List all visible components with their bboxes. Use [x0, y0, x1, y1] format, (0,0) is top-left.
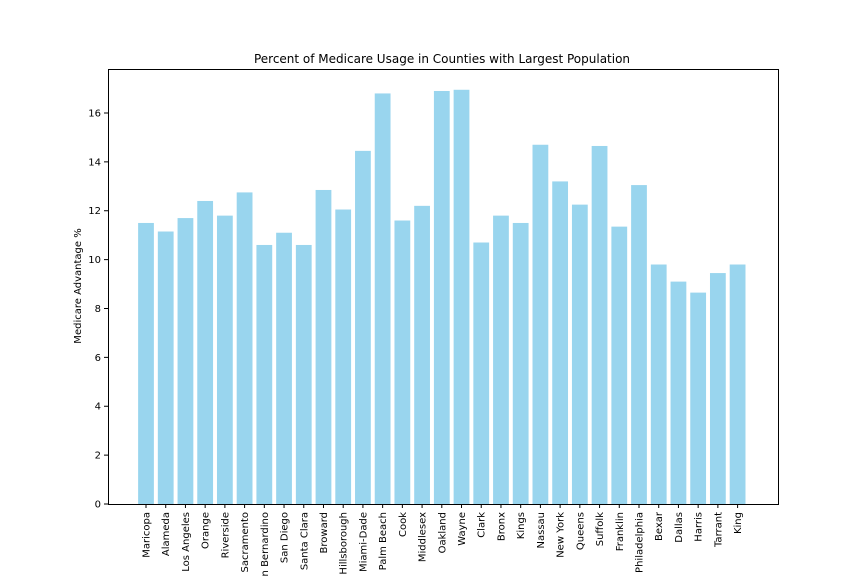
y-axis-label: Medicare Advantage %: [73, 228, 84, 343]
x-tick-label: Miami-Dade: [358, 512, 369, 572]
bar-suffolk: [591, 145, 608, 505]
bar-orange: [197, 200, 214, 504]
x-tick-label: Hillsborough: [339, 512, 350, 575]
bar-dallas: [670, 281, 687, 504]
y-tick-label: 6: [95, 353, 101, 364]
x-tick-label: Suffolk: [595, 512, 606, 546]
x-tick-label: Bronx: [496, 512, 507, 541]
bar-riverside: [216, 215, 233, 504]
x-tick-label: King: [733, 512, 744, 534]
x-tick-label: Queens: [575, 512, 586, 550]
bar-new-york: [552, 181, 569, 505]
chart-title: Percent of Medicare Usage in Counties wi…: [254, 52, 630, 66]
y-tick-label: 10: [88, 255, 101, 266]
bar-kings: [512, 222, 529, 504]
bar-hillsborough: [335, 209, 352, 504]
x-tick-label: Franklin: [615, 512, 626, 551]
x-tick-label: Cook: [398, 512, 409, 537]
bar-sacramento: [236, 192, 253, 504]
x-tick-label: Los Angeles: [181, 512, 192, 572]
bar-queens: [571, 204, 588, 504]
x-tick-label: New York: [556, 512, 567, 558]
plot-frame: [108, 69, 779, 505]
y-tick-label: 8: [95, 304, 101, 315]
x-tick-label: Harris: [694, 512, 705, 542]
x-tick-label: Clark: [477, 512, 488, 538]
bar-tarrant: [709, 273, 726, 504]
x-tick-label: Kings: [516, 512, 527, 539]
x-tick-label: Riverside: [220, 512, 231, 558]
bar-alameda: [157, 231, 174, 504]
x-tick-label: Wayne: [457, 512, 468, 546]
bar-bexar: [650, 264, 667, 504]
x-tick-label: Nassau: [536, 512, 547, 549]
y-tick-label: 2: [95, 451, 101, 462]
bar-broward: [315, 189, 332, 504]
bar-oakland: [433, 90, 450, 505]
bar-cook: [394, 220, 411, 504]
x-tick-label: Bexar: [654, 511, 665, 541]
bar-santa-clara: [295, 244, 312, 504]
x-tick-label: San Diego: [280, 512, 291, 563]
x-tick-label: Tarrant: [713, 512, 724, 548]
bar-miami-dade: [355, 150, 371, 504]
bar-king: [729, 264, 746, 504]
x-tick-label: Dallas: [674, 512, 685, 543]
x-tick-label: Santa Clara: [299, 512, 310, 570]
bar-clark: [473, 242, 490, 504]
bar-los-angeles: [177, 218, 194, 504]
bar-san-diego: [276, 232, 292, 505]
y-tick-label: 0: [95, 500, 101, 511]
x-tick-label: Middlesex: [418, 512, 429, 562]
y-tick-label: 12: [88, 206, 101, 217]
x-tick-label: Broward: [319, 512, 330, 553]
x-tick-label: Alameda: [161, 512, 172, 556]
bars-group: [138, 89, 746, 505]
bar-philadelphia: [631, 185, 647, 504]
x-tick-label: Orange: [201, 512, 212, 549]
bar-n-bernardino: [256, 244, 273, 504]
x-tick-label: Palm Beach: [378, 512, 389, 570]
x-ticks-group: Maricopa Alameda Los Angeles Orange Riversid…: [142, 504, 744, 576]
bar-palm-beach: [374, 93, 391, 504]
y-ticks-group: 0 2 4 6 8 10 12 14 16: [88, 108, 108, 511]
x-tick-label: n Bernardino: [260, 512, 271, 576]
x-tick-label: Oakland: [437, 512, 448, 553]
y-tick-label: 14: [88, 157, 101, 168]
bar-nassau: [532, 144, 549, 504]
bar-wayne: [453, 89, 470, 505]
y-tick-label: 4: [95, 402, 101, 413]
bar-middlesex: [414, 205, 430, 504]
bar-harris: [690, 292, 707, 504]
bar-franklin: [611, 226, 628, 504]
x-tick-label: Philadelphia: [635, 512, 646, 573]
bar-maricopa: [138, 222, 154, 504]
bar-bronx: [493, 215, 509, 504]
x-tick-label: Sacramento: [240, 512, 251, 572]
x-tick-label: Maricopa: [142, 512, 153, 558]
y-tick-label: 16: [88, 108, 101, 119]
